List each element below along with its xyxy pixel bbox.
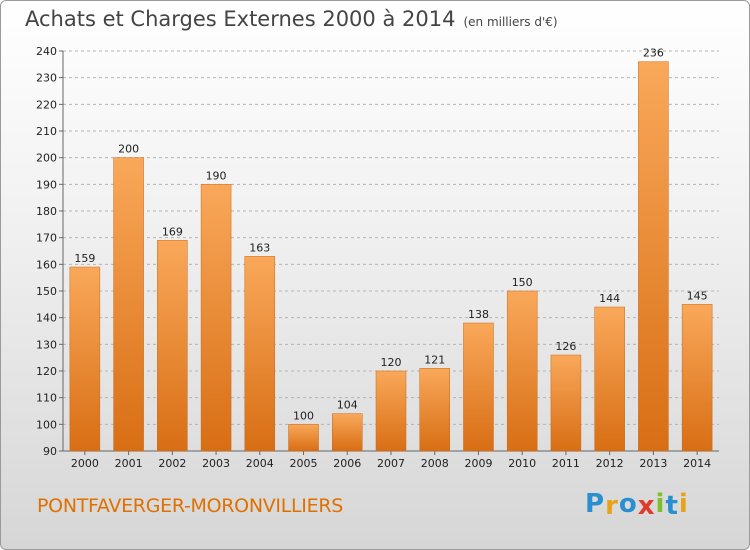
logo-letter: r: [605, 491, 619, 521]
y-tick-label: 120: [36, 365, 57, 378]
x-tick-label-2010: 2010: [508, 457, 536, 470]
data-label-2004: 163: [249, 241, 270, 254]
y-tick-label: 110: [36, 392, 57, 405]
x-tick-label-2003: 2003: [202, 457, 230, 470]
data-label-2005: 100: [293, 409, 314, 422]
data-label-2008: 121: [424, 353, 445, 366]
x-tick-label-2001: 2001: [115, 457, 143, 470]
logo-letter: P: [585, 489, 606, 519]
data-label-2014: 145: [687, 289, 708, 302]
x-tick-label-2000: 2000: [71, 457, 99, 470]
data-label-2007: 120: [381, 356, 402, 369]
x-tick-label-2012: 2012: [596, 457, 624, 470]
bar-2013: [638, 61, 669, 452]
logo-letter: x: [637, 491, 656, 521]
y-tick-label: 90: [43, 445, 57, 458]
x-tick-label-2005: 2005: [290, 457, 318, 470]
y-tick-label: 190: [36, 178, 57, 191]
data-label-2011: 126: [555, 340, 576, 353]
y-tick-label: 240: [36, 45, 57, 58]
x-tick-label-2013: 2013: [639, 457, 667, 470]
data-label-2013: 236: [643, 47, 664, 60]
bar-2010: [506, 290, 538, 452]
data-label-2002: 169: [162, 225, 183, 238]
bar-2007: [375, 370, 407, 452]
x-tick-label-2004: 2004: [246, 457, 274, 470]
logo-letter: i: [655, 489, 666, 519]
y-tick-label: 220: [36, 98, 57, 111]
y-tick-label: 170: [36, 232, 57, 245]
data-label-2003: 190: [206, 169, 227, 182]
x-tick-label-2006: 2006: [333, 457, 361, 470]
bar-2003: [200, 184, 232, 452]
x-tick-label-2011: 2011: [552, 457, 580, 470]
logo-letter: t: [665, 491, 679, 521]
x-tick-label-2008: 2008: [421, 457, 449, 470]
bar-2006: [332, 413, 363, 452]
data-label-2010: 150: [512, 276, 533, 289]
y-tick-label: 150: [36, 285, 57, 298]
y-tick-label: 180: [36, 205, 57, 218]
y-tick-label: 210: [36, 125, 57, 138]
data-label-2006: 104: [337, 399, 358, 412]
y-tick-label: 200: [36, 152, 57, 165]
x-tick-label-2002: 2002: [158, 457, 186, 470]
data-label-2009: 138: [468, 308, 489, 321]
bar-2009: [463, 322, 494, 452]
y-tick-label: 160: [36, 258, 57, 271]
chart-unit: (en milliers d'€): [463, 15, 558, 29]
x-tick-label-2014: 2014: [683, 457, 711, 470]
bar-2011: [550, 354, 582, 452]
data-label-2001: 200: [118, 143, 139, 156]
x-tick-label-2009: 2009: [464, 457, 492, 470]
bar-2012: [594, 306, 625, 452]
y-tick-label: 100: [36, 418, 57, 431]
logo-letter: i: [678, 489, 689, 519]
x-tick-label-2007: 2007: [377, 457, 405, 470]
bar-2014: [681, 304, 713, 452]
commune-name: PONTFAVERGER-MORONVILLIERS: [37, 495, 343, 517]
data-label-2012: 144: [599, 292, 620, 305]
data-label-2000: 159: [74, 252, 95, 265]
y-tick-label: 140: [36, 312, 57, 325]
bar-2004: [244, 256, 276, 452]
chart-title-text: Achats et Charges Externes 2000 à 2014: [25, 7, 456, 31]
y-tick-label: 130: [36, 338, 57, 351]
bar-2000: [69, 266, 101, 452]
bar-2008: [419, 368, 450, 452]
chart-title: Achats et Charges Externes 2000 à 2014 (e…: [25, 7, 558, 31]
bar-2002: [157, 240, 188, 452]
y-tick-label: 230: [36, 72, 57, 85]
bar-2001: [113, 157, 144, 452]
bar-2005: [288, 424, 319, 452]
logo-letter: o: [618, 489, 638, 519]
proxiti-logo: Proxiti: [585, 489, 689, 521]
